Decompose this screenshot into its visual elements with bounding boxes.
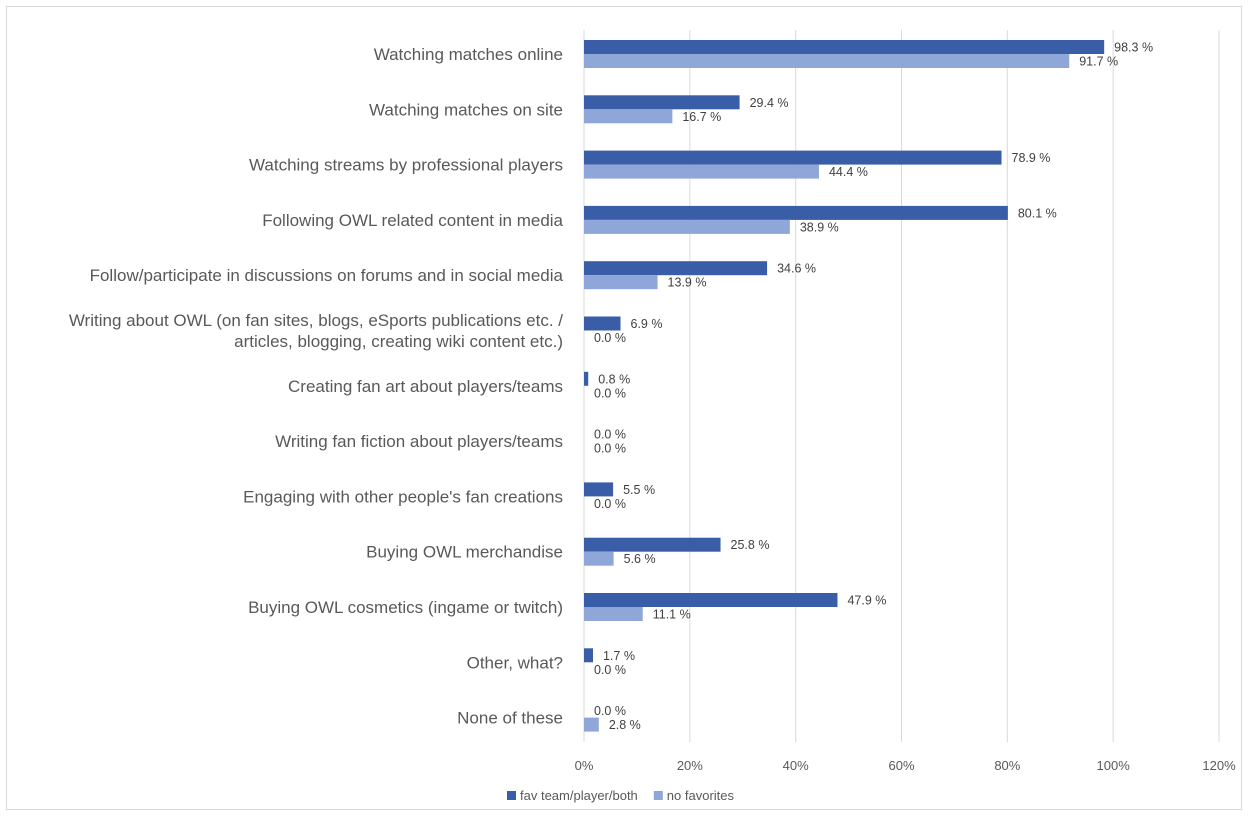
category-label: Writing about OWL (on fan sites, blogs, …	[69, 311, 563, 330]
category-label: Buying OWL merchandise	[366, 543, 563, 562]
x-tick-label: 120%	[1202, 758, 1236, 773]
bar	[584, 607, 643, 621]
data-label: 38.9 %	[800, 220, 839, 234]
bar	[584, 150, 1002, 165]
category-labels: Watching matches online Watching matches …	[69, 45, 564, 728]
data-label: 34.6 %	[777, 262, 816, 276]
data-label: 44.4 %	[829, 165, 868, 179]
data-label: 13.9 %	[668, 276, 707, 290]
bar	[584, 205, 1008, 220]
data-label: 16.7 %	[682, 110, 721, 124]
category-label: articles, blogging, creating wiki conten…	[234, 332, 563, 351]
category-label: Buying OWL cosmetics (ingame or twitch)	[248, 598, 563, 617]
data-label: 0.0 %	[594, 704, 626, 718]
bar	[584, 648, 593, 663]
data-label: 47.9 %	[847, 594, 886, 608]
category-label: Creating fan art about players/teams	[288, 377, 563, 396]
data-labels: 98.3 %91.7 % 29.4 % 16.7 % 78.9 % 44.4 % 80.1…	[594, 41, 1153, 733]
bars	[584, 40, 1105, 732]
data-label: 11.1 %	[653, 608, 691, 622]
data-label: 0.0 %	[594, 331, 626, 345]
data-label: 25.8 %	[731, 538, 770, 552]
legend-swatch	[653, 791, 663, 800]
bar	[584, 164, 819, 179]
bar	[584, 537, 721, 552]
bar	[584, 275, 658, 290]
data-label: 1.7 %	[603, 649, 635, 663]
x-tick-label: 0%	[575, 758, 594, 773]
data-label: 78.9 %	[1012, 151, 1051, 165]
x-tick-label: 100%	[1097, 758, 1131, 773]
legend-label: no favorites	[667, 788, 735, 803]
data-label: 6.9 %	[631, 317, 663, 331]
data-label: 29.4 %	[750, 96, 789, 110]
data-label: 0.0 %	[594, 442, 626, 456]
bar	[584, 54, 1070, 68]
data-label: 0.8 %	[598, 372, 630, 386]
bar	[584, 551, 614, 566]
bar	[584, 316, 621, 331]
bar	[584, 717, 599, 732]
data-label: 2.8 %	[609, 718, 641, 732]
x-tick-labels: 0% 20% 40% 60% 80% 100% 120%	[575, 758, 1236, 773]
bar	[584, 261, 768, 276]
x-tick-label: 80%	[994, 758, 1020, 773]
bar	[584, 40, 1105, 54]
category-label: Watching matches on site	[369, 100, 563, 119]
legend: fav team/player/both no favorites	[507, 788, 734, 803]
x-tick-label: 60%	[888, 758, 914, 773]
bar	[584, 95, 740, 110]
category-label: Writing fan fiction about players/teams	[275, 432, 563, 451]
category-label: None of these	[457, 709, 563, 728]
bar	[584, 482, 614, 497]
legend-label: fav team/player/both	[520, 788, 638, 803]
data-label: 98.3 %	[1114, 41, 1153, 55]
data-label: 0.0 %	[594, 386, 626, 400]
category-label: Following OWL related content in media	[262, 211, 563, 230]
data-label: 5.6 %	[624, 552, 656, 566]
data-label: 91.7 %	[1079, 55, 1118, 69]
x-tick-label: 40%	[783, 758, 809, 773]
gridlines	[583, 30, 1220, 742]
legend-swatch	[507, 791, 516, 800]
data-label: 0.0 %	[594, 497, 626, 511]
data-label: 80.1 %	[1018, 206, 1057, 220]
bar	[584, 109, 673, 124]
category-label: Watching matches online	[374, 45, 563, 64]
data-label: 0.0 %	[594, 663, 626, 677]
data-label: 5.5 %	[623, 483, 655, 497]
category-label: Follow/participate in discussions on for…	[90, 266, 564, 285]
chart-frame	[6, 6, 1242, 810]
x-tick-label: 20%	[677, 758, 703, 773]
bar	[584, 593, 838, 607]
category-label: Other, what?	[467, 653, 563, 672]
category-label: Watching streams by professional players	[249, 156, 563, 175]
data-label: 0.0 %	[594, 428, 626, 442]
category-label: Engaging with other people's fan creatio…	[243, 487, 563, 506]
bar	[584, 371, 589, 386]
bar	[584, 219, 790, 234]
